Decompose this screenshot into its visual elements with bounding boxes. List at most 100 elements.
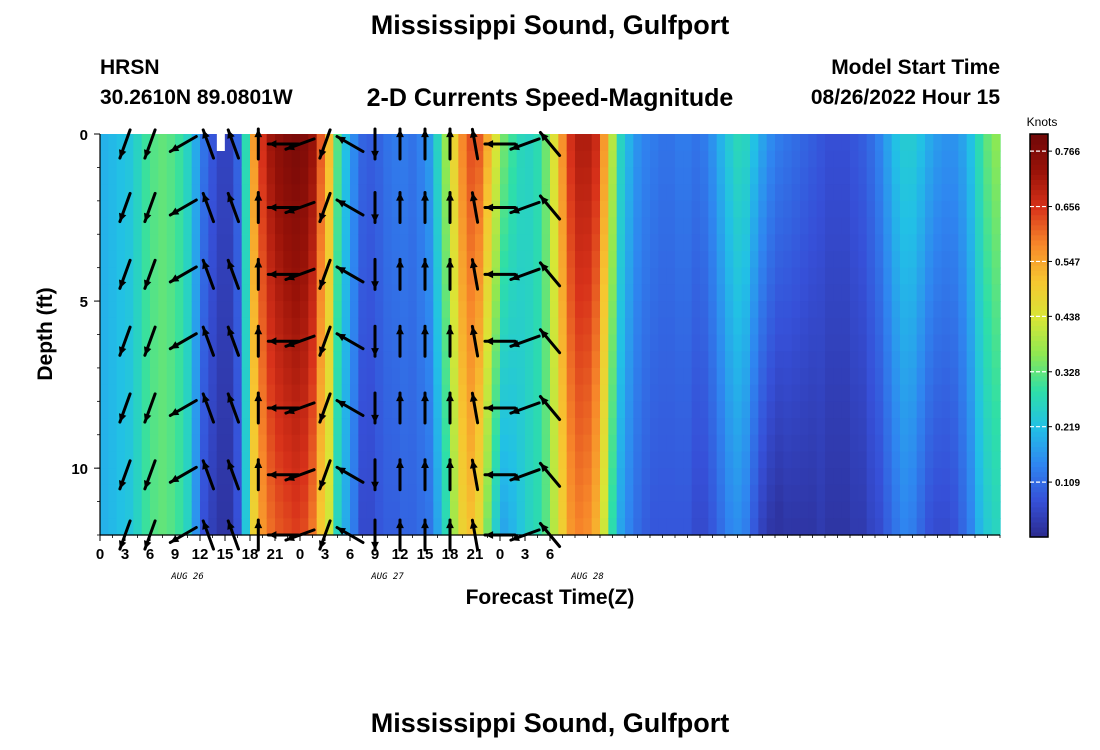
heatmap-cell [616, 351, 626, 369]
heatmap-cell [325, 150, 334, 169]
heatmap-cell [408, 234, 418, 252]
heatmap-cell [925, 418, 934, 436]
heatmap-cell [741, 317, 751, 336]
heatmap-cell [425, 484, 434, 503]
heatmap-cell [166, 451, 176, 469]
heatmap-cell [100, 301, 109, 319]
heatmap-cell [408, 384, 418, 402]
heatmap-cell [191, 384, 201, 402]
heatmap-cell [133, 167, 143, 185]
heatmap-cell [133, 284, 143, 302]
heatmap-cell [941, 234, 951, 252]
heatmap-cell [100, 284, 109, 302]
heatmap-cell [850, 418, 859, 436]
heatmap-cell [191, 367, 201, 386]
heatmap-cell [533, 484, 543, 503]
colorbar-swatch [1030, 471, 1048, 478]
heatmap-cell [516, 184, 526, 202]
heatmap-cell [908, 250, 918, 269]
heatmap-cell [608, 301, 618, 319]
heatmap-cell [216, 250, 226, 269]
heatmap-cell [441, 434, 451, 453]
heatmap-cell [475, 234, 484, 252]
heatmap-cell [583, 501, 593, 519]
heatmap-cell [641, 418, 651, 436]
heatmap-cell [275, 267, 284, 285]
heatmap-cell [325, 418, 334, 436]
heatmap-cell [391, 167, 401, 185]
heatmap-cell [850, 301, 859, 319]
heatmap-cell [150, 284, 159, 302]
heatmap-cell [475, 284, 484, 302]
heatmap-cell [183, 167, 193, 185]
heatmap-cell [908, 200, 918, 219]
heatmap-cell [833, 267, 843, 285]
heatmap-cell [208, 134, 218, 152]
vector-head [540, 262, 549, 272]
heatmap-cell [475, 217, 484, 235]
heatmap-cell [816, 250, 826, 269]
heatmap-cell [366, 167, 376, 185]
heatmap-cell [241, 334, 251, 352]
heatmap-cell [316, 518, 326, 536]
heatmap-cell [966, 284, 976, 302]
heatmap-cell [641, 167, 651, 185]
heatmap-cell [183, 501, 193, 519]
heatmap-cell [366, 518, 376, 536]
heatmap-cell [408, 468, 418, 486]
heatmap-cell [866, 250, 876, 269]
heatmap-cell [333, 451, 343, 469]
heatmap-cell [583, 518, 593, 536]
heatmap-cell [583, 384, 593, 402]
heatmap-cell [775, 484, 784, 503]
heatmap-cell [125, 200, 134, 219]
heatmap-cell [825, 451, 834, 469]
heatmap-cell [475, 501, 484, 519]
heatmap-cell [783, 434, 793, 453]
heatmap-cell [275, 451, 284, 469]
heatmap-cell [275, 217, 284, 235]
heatmap-cell [850, 367, 859, 386]
heatmap-cell [341, 184, 351, 202]
heatmap-cell [658, 184, 668, 202]
heatmap-cell [158, 284, 168, 302]
colorbar-swatch [1030, 531, 1048, 538]
heatmap-cell [641, 518, 651, 536]
heatmap-cell [641, 134, 651, 152]
heatmap-cell [575, 317, 584, 336]
heatmap-cell [725, 484, 734, 503]
heatmap-cell [450, 217, 459, 235]
heatmap-cell [400, 468, 409, 486]
heatmap-cell [183, 250, 193, 269]
heatmap-cell [116, 384, 126, 402]
heatmap-cell [275, 284, 284, 302]
heatmap-cell [325, 267, 334, 285]
heatmap-cell [583, 134, 593, 152]
heatmap-cell [491, 351, 501, 369]
heatmap-cell [683, 317, 693, 336]
heatmap-cell [791, 468, 801, 486]
heatmap-cell [766, 384, 776, 402]
heatmap-cell [541, 284, 551, 302]
heatmap-cell [800, 384, 809, 402]
heatmap-cell [183, 184, 193, 202]
heatmap-cell [133, 334, 143, 352]
heatmap-cell [458, 367, 468, 386]
heatmap-cell [200, 234, 209, 252]
heatmap-cell [816, 184, 826, 202]
heatmap-cell [691, 301, 701, 319]
chart-title: 2-D Currents Speed-Magnitude [366, 84, 734, 112]
colorbar-swatch [1030, 144, 1048, 150]
heatmap-cell [975, 451, 984, 469]
current-vector [168, 465, 198, 484]
colorbar-swatch [1030, 315, 1048, 321]
heatmap-cell [600, 367, 609, 386]
heatmap-cell [525, 284, 534, 302]
heatmap-cell [408, 200, 418, 219]
heatmap-cell [658, 418, 668, 436]
heatmap-cell [408, 217, 418, 235]
heatmap-cell [141, 501, 151, 519]
heatmap-cell [725, 468, 734, 486]
heatmap-cell [408, 367, 418, 386]
heatmap-cell [591, 334, 601, 352]
